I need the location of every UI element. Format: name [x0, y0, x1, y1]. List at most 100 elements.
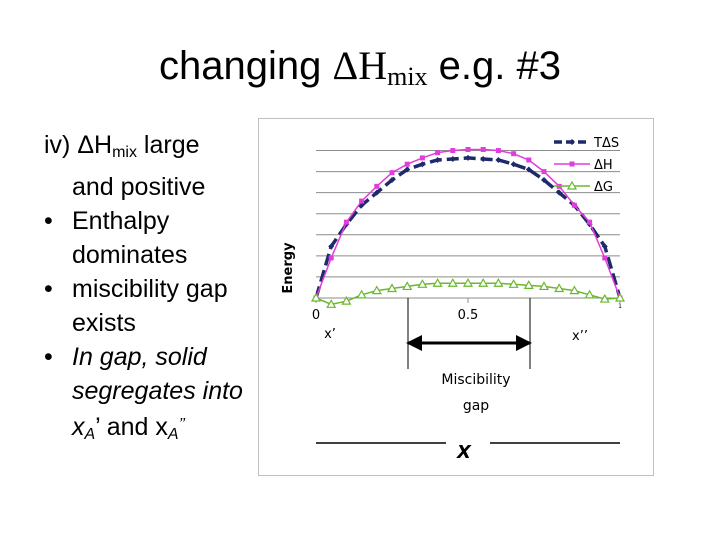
gap-arrow-right-head [516, 335, 532, 351]
bullet-icon: • [44, 275, 53, 303]
legend-label: TΔS [593, 136, 619, 151]
data-point-square [450, 148, 456, 154]
bullet-3-sub-b: A [167, 426, 179, 443]
series-1 [313, 146, 623, 301]
tick-label-0: 0 [312, 308, 320, 323]
data-point-diamond [495, 157, 502, 164]
data-point-triangle [371, 285, 382, 295]
data-point-triangle [508, 279, 519, 288]
gap-arrow-left-head [406, 335, 422, 351]
data-point-square [602, 255, 608, 261]
data-point-diamond [404, 166, 411, 173]
data-point-triangle [599, 293, 610, 303]
data-point-diamond [465, 154, 471, 161]
data-point-square [587, 219, 593, 225]
data-point-triangle [584, 289, 595, 299]
x-axis-letter: X [456, 442, 472, 463]
legend-label: ΔG [594, 180, 613, 195]
data-point-square [328, 255, 334, 261]
heading-prefix: iv) ΔH [44, 131, 113, 159]
data-point-diamond [556, 189, 563, 196]
data-point-square [359, 198, 365, 204]
title-symbol: ΔH [332, 43, 388, 88]
data-point-square [389, 170, 395, 176]
data-point-diamond [373, 189, 380, 196]
data-point-diamond [419, 161, 426, 168]
data-point-triangle [569, 285, 580, 295]
data-point-triangle [554, 283, 565, 293]
data-point-square [404, 161, 410, 167]
data-point-triangle [402, 281, 413, 291]
data-point-square [541, 169, 547, 175]
legend: TΔS ΔH ΔG [554, 136, 619, 195]
chart-svg: TΔS ΔH ΔG Energy 0 0.5 1 x’ x’’ Miscibilit… [258, 118, 654, 476]
bullet-3-tail: A’’ [167, 413, 186, 443]
data-point-diamond [449, 155, 456, 162]
data-point-diamond [328, 243, 335, 250]
data-point-square [511, 151, 517, 157]
energy-chart: TΔS ΔH ΔG Energy 0 0.5 1 x’ x’’ Miscibilit… [258, 118, 654, 476]
data-point-diamond [569, 139, 575, 145]
bullet-item-2: • miscibility gap exists [44, 272, 264, 340]
series-2 [310, 278, 626, 308]
tick-label-1: 1 [618, 303, 622, 310]
title-subscript: mix [387, 62, 428, 91]
bullet-item-1: • Enthalpy dominates [44, 204, 264, 272]
data-point-diamond [601, 243, 608, 250]
data-point-triangle [538, 281, 550, 291]
title-suffix: e.g. #3 [427, 44, 561, 88]
gap-label-line1: Miscibility [441, 372, 510, 388]
data-point-diamond [525, 166, 532, 173]
legend-label: ΔH [594, 158, 613, 173]
x-prime-label: x’ [324, 327, 336, 342]
data-point-square [374, 183, 380, 189]
bullet-2-text: miscibility gap exists [72, 275, 228, 337]
data-point-triangle [326, 299, 337, 308]
data-point-square [526, 157, 532, 163]
data-point-diamond [389, 177, 395, 184]
bullet-3-part1: In gap, solid segregates into x [72, 343, 243, 441]
data-point-triangle [417, 279, 428, 288]
y-axis-label: Energy [281, 242, 296, 294]
data-point-square [480, 146, 486, 152]
miscibility-gap-arrow [406, 298, 532, 369]
data-point-triangle [356, 289, 367, 299]
data-point-square [569, 161, 575, 167]
heading-line: iv) ΔHmix large [44, 128, 264, 170]
bullet-icon: • [44, 343, 53, 371]
data-point-diamond [480, 155, 487, 162]
data-point-triangle [447, 278, 458, 287]
bullet-icon: • [44, 207, 53, 235]
data-point-triangle [386, 283, 398, 293]
data-point-triangle [614, 292, 626, 302]
bullet-3-text: In gap, solid segregates into xA [72, 343, 243, 443]
bullet-3-sup: ’’ [178, 416, 186, 433]
heading-subscript: mix [112, 144, 137, 161]
bullet-1-text: Enthalpy dominates [72, 207, 188, 269]
data-point-square [419, 155, 425, 161]
bullet-3-sub-a: A [84, 426, 96, 443]
bullet-3-part2: ’ and x [95, 413, 168, 441]
slide-title: changing ΔHmix e.g. #3 [0, 42, 720, 92]
data-point-square [465, 146, 471, 152]
data-point-diamond [541, 177, 547, 184]
tick-label-half: 0.5 [458, 308, 479, 323]
data-point-triangle [566, 180, 578, 190]
bullet-text-block: iv) ΔHmix large and positive • Enthalpy d… [44, 128, 264, 452]
data-point-triangle [462, 278, 474, 287]
data-point-triangle [310, 292, 322, 302]
data-point-diamond [434, 157, 441, 164]
data-point-square [495, 148, 501, 154]
heading-suffix: large [136, 131, 200, 159]
gap-label-line2: gap [463, 398, 489, 414]
data-point-triangle [432, 278, 443, 287]
data-point-square [435, 150, 441, 156]
data-point-triangle [341, 295, 352, 305]
heading-line-2: and positive [72, 173, 206, 201]
data-point-triangle [493, 278, 504, 287]
title-prefix: changing [159, 44, 333, 88]
data-point-triangle [478, 278, 489, 287]
data-point-square [571, 202, 577, 208]
data-point-square [343, 219, 349, 225]
bullet-item-3: • In gap, solid segregates into xA’ and x… [44, 340, 264, 452]
